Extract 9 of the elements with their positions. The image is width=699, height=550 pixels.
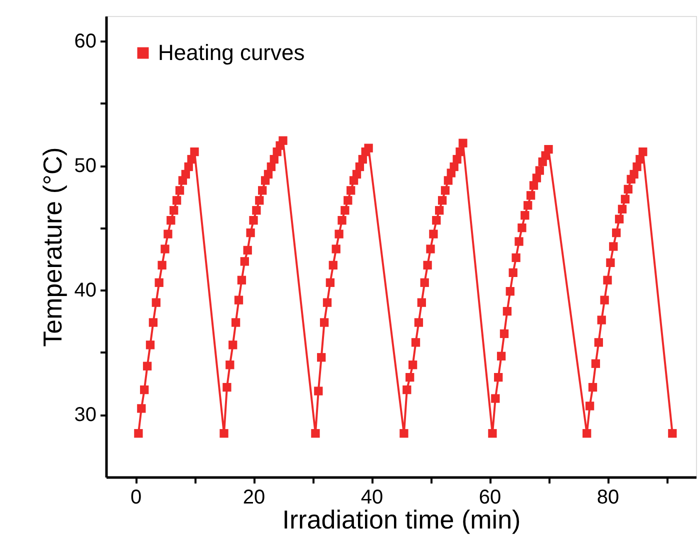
x-tick-label: 0 — [130, 486, 142, 508]
y-tick-label: 30 — [74, 404, 96, 426]
x-tick-label: 20 — [242, 486, 266, 508]
y-tick-label: 60 — [74, 30, 96, 52]
y-axis-title: Temperature (°C) — [37, 147, 68, 347]
x-tick-label: 80 — [596, 486, 620, 508]
y-tick-label: 40 — [74, 280, 96, 302]
y-tick-label: 50 — [74, 155, 96, 178]
legend-label: Heating curves — [158, 40, 305, 65]
